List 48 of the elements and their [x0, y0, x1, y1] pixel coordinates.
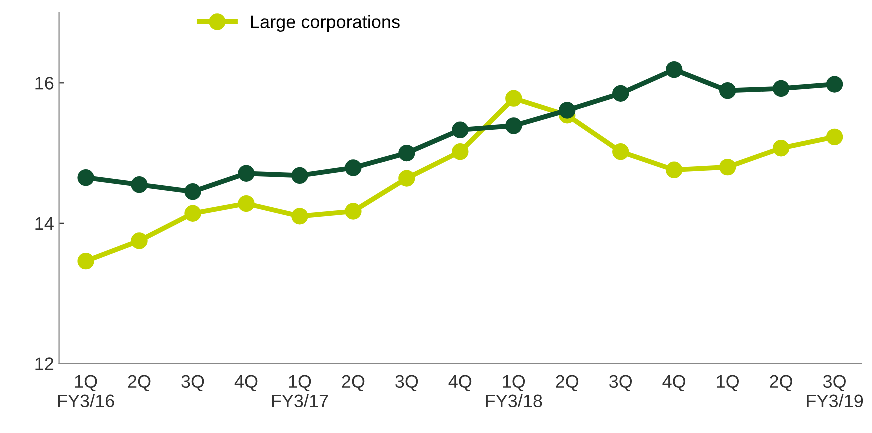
point	[612, 144, 630, 160]
x-tick-label: 2Q	[770, 375, 792, 392]
point	[131, 232, 148, 250]
point	[184, 205, 202, 222]
point	[292, 208, 308, 225]
x-tick-label: 2Q	[128, 375, 151, 392]
point	[772, 140, 790, 157]
point	[238, 165, 255, 182]
legend-label: Large corporations	[251, 15, 400, 32]
y-tick-label: 16	[36, 77, 54, 90]
point	[184, 184, 202, 200]
x-tick-label: 1Q FY3/16	[58, 375, 114, 408]
x-tick-label: 1Q	[717, 375, 740, 392]
x-tick-label: 1Q FY3/18	[486, 375, 542, 408]
x-tick-label: 4Q	[662, 375, 686, 392]
y-tick-label: 12	[36, 358, 54, 370]
point	[666, 61, 683, 78]
point	[345, 203, 362, 220]
point	[238, 195, 255, 212]
point	[345, 160, 362, 176]
x-tick-label: 3Q	[396, 375, 418, 392]
point	[826, 76, 844, 93]
x-tick-label: 4Q	[448, 375, 472, 392]
point	[398, 144, 416, 162]
x-tick-label: 3Q	[610, 375, 632, 392]
point	[506, 90, 522, 107]
point	[826, 128, 844, 146]
point	[666, 162, 683, 178]
point	[398, 170, 416, 187]
x-tick-label: 3Q FY3/19	[807, 375, 864, 408]
point	[78, 170, 94, 186]
x-tick-label: 2Q	[342, 375, 365, 392]
y-tick-label: 14	[36, 218, 54, 230]
point	[78, 252, 94, 270]
point	[559, 102, 576, 119]
point	[612, 85, 630, 102]
point	[292, 167, 308, 184]
x-tick-label: 3Q	[182, 375, 204, 392]
x-tick-label: 2Q	[556, 375, 579, 392]
x-tick-label: 4Q	[234, 375, 258, 392]
point	[452, 144, 469, 160]
point	[506, 118, 522, 134]
x-tick-label: 1Q FY3/17	[272, 375, 328, 408]
point	[772, 80, 790, 98]
point	[719, 158, 736, 176]
point	[131, 176, 148, 194]
point	[452, 122, 469, 138]
point	[719, 82, 736, 100]
